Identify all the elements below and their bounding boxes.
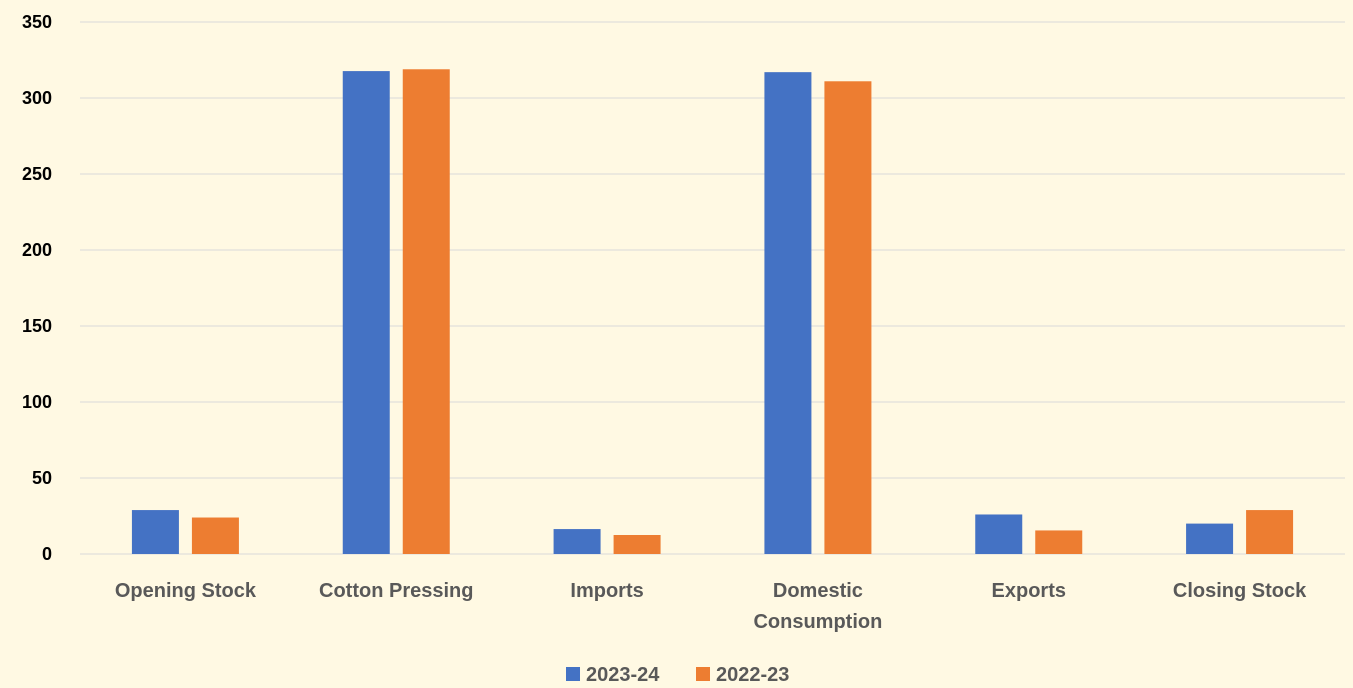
y-tick-label: 0 — [42, 544, 52, 564]
y-tick-label: 150 — [22, 316, 52, 336]
legend-swatch-2022-23 — [696, 667, 710, 681]
bar-2023-24-1 — [342, 71, 390, 554]
y-tick-label: 100 — [22, 392, 52, 412]
bar-2022-23-0 — [191, 517, 239, 554]
legend-label: 2022-23 — [716, 664, 789, 686]
x-tick-label: Cotton Pressing — [319, 580, 473, 602]
bar-2022-23-5 — [1246, 510, 1294, 554]
x-tick-label: Exports — [992, 580, 1066, 602]
x-tick-label: Domestic — [773, 580, 863, 602]
x-tick-label: Consumption — [753, 611, 882, 633]
bar-2022-23-2 — [613, 535, 661, 554]
y-tick-label: 250 — [22, 164, 52, 184]
y-tick-label: 300 — [22, 88, 52, 108]
legend-label: 2023-24 — [586, 664, 660, 686]
bar-2023-24-3 — [764, 72, 812, 554]
bar-2023-24-5 — [1186, 523, 1234, 554]
x-tick-label: Closing Stock — [1173, 580, 1307, 602]
legend-swatch-2023-24 — [566, 667, 580, 681]
y-tick-label: 350 — [22, 12, 52, 32]
bar-2022-23-1 — [402, 69, 450, 554]
bar-2022-23-3 — [824, 81, 872, 554]
bar-2023-24-0 — [131, 510, 179, 554]
y-tick-label: 50 — [32, 468, 52, 488]
bar-2023-24-4 — [975, 514, 1023, 554]
x-tick-label: Opening Stock — [115, 580, 257, 602]
bar-2022-23-4 — [1035, 530, 1083, 554]
bar-2023-24-2 — [553, 529, 601, 554]
y-tick-label: 200 — [22, 240, 52, 260]
x-tick-label: Imports — [570, 580, 643, 602]
